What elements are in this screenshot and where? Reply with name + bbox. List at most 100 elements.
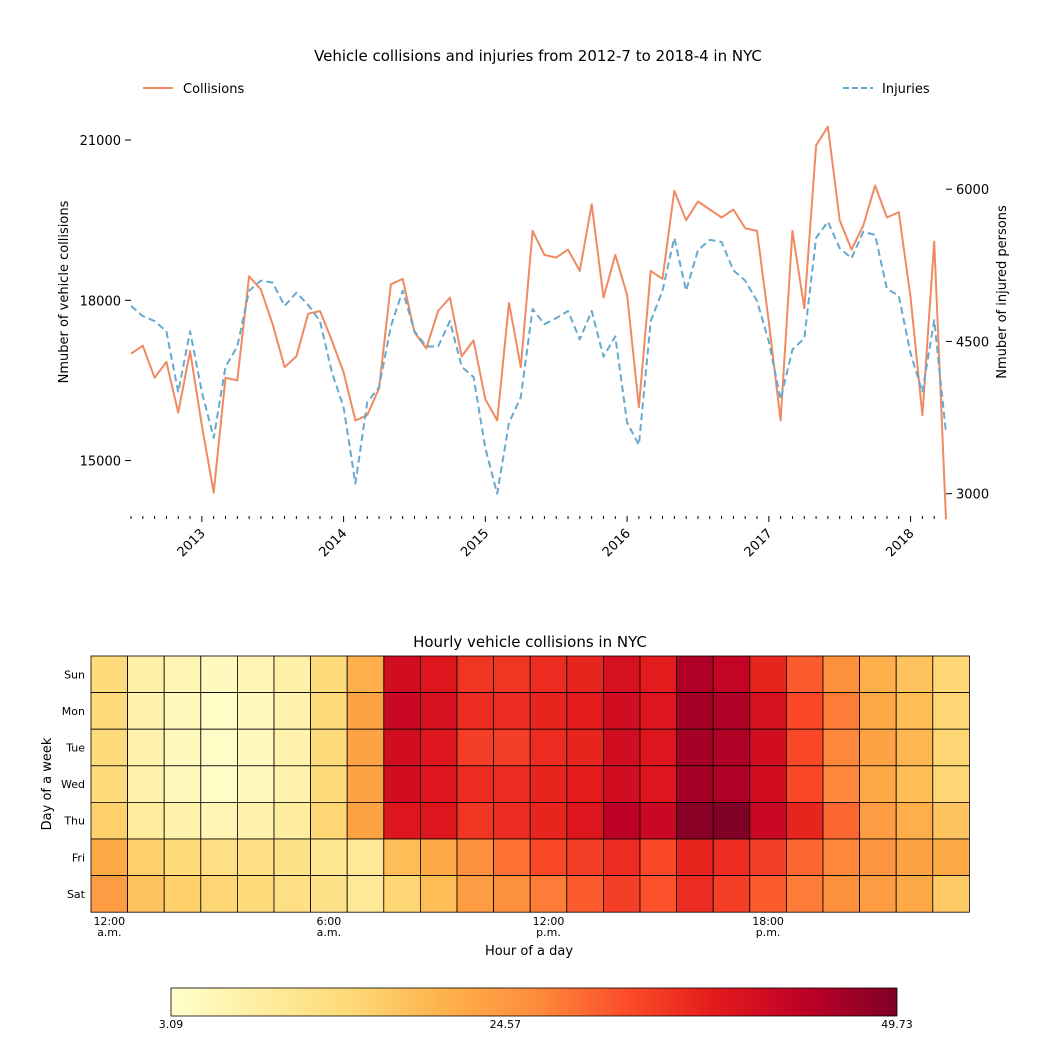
heatmap-cell bbox=[822, 692, 860, 730]
heatmap-cell bbox=[383, 765, 421, 803]
colorbar-tick-label: 24.57 bbox=[490, 1018, 522, 1031]
heatmap-cell bbox=[236, 765, 275, 803]
heatmap-cell bbox=[383, 875, 421, 913]
heatmap-cell bbox=[383, 692, 421, 730]
heatmap-cell bbox=[529, 838, 568, 876]
left-tick-label: 15000 bbox=[80, 455, 121, 470]
heatmap-cell bbox=[859, 692, 897, 730]
heatmap-cell bbox=[859, 875, 897, 913]
heatmap-cell bbox=[383, 728, 421, 767]
heatmap-row-label: Tue bbox=[65, 742, 85, 755]
heatmap-cell bbox=[163, 802, 202, 840]
legend-injuries: Injuries bbox=[843, 82, 930, 97]
heatmap-cell bbox=[90, 655, 128, 693]
heatmap-cell bbox=[639, 802, 677, 840]
heatmap-cell bbox=[859, 765, 897, 803]
heatmap-cell bbox=[127, 765, 165, 803]
heatmap-title: Hourly vehicle collisions in NYC bbox=[413, 633, 647, 651]
heatmap-cell bbox=[383, 655, 421, 693]
left-tick-label: 21000 bbox=[80, 134, 121, 149]
heatmap-cell bbox=[566, 692, 604, 730]
heatmap-cell bbox=[273, 838, 311, 876]
heatmap-col-label: 6:00 bbox=[317, 915, 342, 928]
heatmap-cell bbox=[932, 802, 970, 840]
heatmap-cell bbox=[932, 692, 970, 730]
heatmap-cell bbox=[859, 655, 897, 693]
heatmap-cell bbox=[90, 838, 128, 876]
heatmap-cell bbox=[676, 838, 714, 876]
line-chart-series bbox=[130, 125, 947, 520]
heatmap-cell bbox=[932, 728, 970, 767]
heatmap-cell bbox=[932, 838, 970, 876]
heatmap-cell bbox=[456, 692, 494, 730]
heatmap-cell bbox=[639, 875, 677, 913]
right-tick-label: 6000 bbox=[956, 183, 989, 198]
heatmap-cell bbox=[895, 655, 934, 693]
heatmap-cell bbox=[859, 802, 897, 840]
heatmap-cell bbox=[822, 765, 860, 803]
line-chart-title: Vehicle collisions and injuries from 201… bbox=[314, 47, 762, 65]
heatmap-cell bbox=[603, 765, 641, 803]
heatmap-cell bbox=[493, 838, 531, 876]
heatmap-cell bbox=[273, 728, 311, 767]
heatmap-cell bbox=[419, 838, 458, 876]
heatmap-cell bbox=[676, 728, 714, 767]
heatmap-cell bbox=[456, 765, 494, 803]
heatmap-cell bbox=[566, 765, 604, 803]
heatmap-cell bbox=[90, 765, 128, 803]
heatmap-cell bbox=[566, 655, 604, 693]
heatmap-cell bbox=[346, 838, 385, 876]
heatmap-cell bbox=[200, 802, 238, 840]
heatmap-cell bbox=[493, 802, 531, 840]
heatmap-row-label: Sat bbox=[67, 888, 86, 901]
legend-injuries-label: Injuries bbox=[882, 82, 930, 97]
year-tick-label: 2015 bbox=[458, 526, 492, 560]
heatmap-cell bbox=[456, 875, 494, 913]
heatmap-cell bbox=[603, 802, 641, 840]
heatmap-cell bbox=[236, 875, 275, 913]
heatmap-cell bbox=[493, 728, 531, 767]
heatmap-cell bbox=[236, 728, 275, 767]
heatmap-cell bbox=[749, 765, 787, 803]
heatmap-cell bbox=[676, 765, 714, 803]
heatmap-cell bbox=[200, 838, 238, 876]
year-tick-label: 2018 bbox=[883, 526, 917, 560]
heatmap-cell bbox=[529, 692, 568, 730]
heatmap-cell bbox=[895, 838, 934, 876]
heatmap-cell bbox=[163, 838, 202, 876]
heatmap-col-label: 12:00 bbox=[93, 915, 125, 928]
heatmap-cell bbox=[456, 728, 494, 767]
colorbar-tick-label: 49.73 bbox=[881, 1018, 913, 1031]
heatmap-cell bbox=[163, 692, 202, 730]
heatmap-col-label: 12:00 bbox=[533, 915, 565, 928]
heatmap-cell bbox=[127, 838, 165, 876]
year-tick-label: 2017 bbox=[742, 526, 776, 560]
heatmap-cell bbox=[529, 728, 568, 767]
colorbar-ticks: 3.09 24.57 49.73 bbox=[159, 1018, 913, 1031]
heatmap-cell bbox=[822, 655, 860, 693]
heatmap-cell bbox=[895, 728, 934, 767]
heatmap-cell bbox=[786, 802, 824, 840]
heatmap-cell bbox=[712, 692, 751, 730]
heatmap-cell bbox=[895, 692, 934, 730]
heatmap-cell bbox=[566, 838, 604, 876]
heatmap-cell bbox=[456, 802, 494, 840]
year-tick-label: 2014 bbox=[316, 526, 350, 560]
heatmap-cell bbox=[127, 692, 165, 730]
year-tick-label: 2016 bbox=[600, 526, 634, 560]
heatmap-cell bbox=[859, 838, 897, 876]
heatmap-cell bbox=[127, 728, 165, 767]
heatmap-cell bbox=[127, 875, 165, 913]
heatmap-cell bbox=[712, 802, 751, 840]
heatmap-cell bbox=[822, 802, 860, 840]
heatmap-cell bbox=[749, 838, 787, 876]
heatmap-cell bbox=[310, 765, 348, 803]
heatmap-cell bbox=[419, 728, 458, 767]
heatmap-cell bbox=[639, 692, 677, 730]
heatmap-cell bbox=[163, 765, 202, 803]
heatmap-cell bbox=[310, 692, 348, 730]
right-tick-label: 4500 bbox=[956, 335, 989, 350]
heatmap-cell bbox=[676, 655, 714, 693]
heatmap-cell bbox=[273, 875, 311, 913]
heatmap-cell bbox=[822, 838, 860, 876]
